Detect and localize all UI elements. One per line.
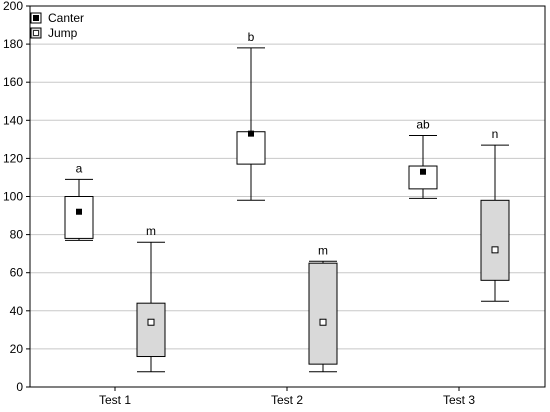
center-marker: [248, 130, 254, 137]
box-rect: [236, 131, 266, 165]
box-jump-test-2: m: [308, 243, 338, 373]
box-rect: [64, 196, 94, 239]
legend-marker: [33, 30, 39, 36]
box-rect: [408, 165, 438, 190]
box-rect: [308, 262, 338, 365]
y-tick-label: 180: [3, 37, 23, 51]
center-marker: [420, 168, 426, 175]
box-canter-test-1: a: [64, 161, 94, 241]
gridlines: [30, 43, 545, 350]
significance-label: a: [76, 161, 83, 175]
x-axis-ticks: Test 1 Test 2 Test 3: [99, 387, 475, 407]
legend-label: Jump: [48, 26, 78, 40]
significance-label: m: [318, 243, 328, 257]
x-tick-label: Test 1: [99, 393, 131, 407]
legend-item-canter: Canter: [30, 11, 84, 25]
y-tick-label: 0: [16, 380, 23, 394]
center-marker: [491, 246, 499, 254]
x-tick-label: Test 3: [443, 393, 475, 407]
y-tick-label: 120: [3, 151, 23, 165]
legend-label: Canter: [48, 11, 84, 25]
box-jump-test-3: n: [480, 127, 510, 302]
significance-label: ab: [416, 118, 430, 132]
y-axis-ticks: 0 20 40 60 80 100 120 140 160 180 200: [3, 0, 30, 394]
box-jump-test-1: m: [136, 224, 166, 373]
center-marker: [147, 318, 155, 326]
y-tick-label: 100: [3, 190, 23, 204]
x-tick-label: Test 2: [271, 393, 303, 407]
center-marker: [319, 318, 327, 326]
legend-marker: [33, 15, 39, 21]
y-tick-label: 20: [10, 342, 24, 356]
significance-label: n: [492, 127, 499, 141]
significance-label: m: [146, 224, 156, 238]
box-rect: [136, 302, 166, 358]
y-tick-label: 80: [10, 228, 24, 242]
center-marker: [76, 208, 82, 215]
y-tick-label: 160: [3, 75, 23, 89]
y-tick-label: 40: [10, 304, 24, 318]
y-tick-label: 140: [3, 113, 23, 127]
box-canter-test-2: b: [236, 30, 266, 201]
y-tick-label: 60: [10, 266, 24, 280]
box-rect: [480, 199, 510, 281]
box-canter-test-3: ab: [408, 118, 438, 199]
significance-label: b: [248, 30, 255, 44]
legend-item-jump: Jump: [30, 26, 78, 40]
y-tick-label: 200: [3, 0, 23, 13]
